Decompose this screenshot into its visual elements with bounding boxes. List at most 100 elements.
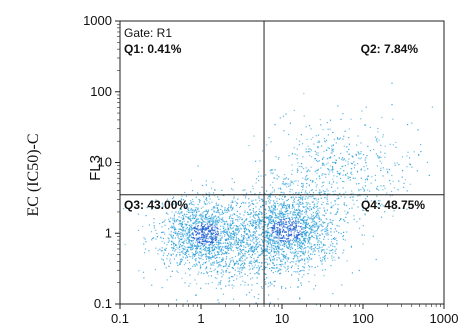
- scatter-point: [286, 268, 288, 270]
- scatter-point: [276, 237, 278, 239]
- scatter-point: [249, 220, 251, 222]
- scatter-point: [262, 229, 264, 231]
- scatter-point: [188, 240, 190, 242]
- scatter-point: [367, 179, 369, 181]
- scatter-point: [207, 209, 209, 211]
- scatter-point: [214, 254, 216, 256]
- scatter-point: [269, 236, 271, 238]
- scatter-point: [283, 235, 285, 238]
- scatter-point: [287, 228, 289, 230]
- scatter-point: [315, 234, 317, 236]
- scatter-point: [312, 224, 314, 227]
- scatter-point: [321, 174, 323, 176]
- scatter-point: [420, 151, 422, 153]
- scatter-point: [357, 135, 359, 137]
- scatter-point: [238, 229, 240, 231]
- scatter-point: [291, 218, 293, 220]
- scatter-point: [339, 220, 341, 222]
- scatter-point: [273, 251, 275, 253]
- scatter-point: [306, 211, 308, 213]
- scatter-point: [298, 191, 300, 194]
- scatter-point: [211, 240, 213, 242]
- scatter-point: [212, 217, 215, 220]
- scatter-point: [255, 230, 257, 233]
- scatter-point: [318, 246, 320, 248]
- scatter-point: [331, 148, 333, 150]
- scatter-point: [318, 192, 320, 194]
- scatter-point: [213, 221, 215, 223]
- scatter-point: [255, 260, 257, 262]
- scatter-point: [293, 214, 295, 216]
- scatter-point: [307, 226, 309, 229]
- scatter-point: [304, 227, 307, 230]
- scatter-point: [315, 186, 317, 188]
- scatter-point: [258, 234, 260, 236]
- scatter-point: [351, 163, 353, 165]
- scatter-point: [191, 203, 193, 205]
- scatter-point: [309, 206, 311, 208]
- scatter-point: [239, 253, 241, 255]
- scatter-point: [216, 223, 218, 225]
- scatter-point: [324, 252, 326, 254]
- scatter-point: [283, 256, 285, 258]
- scatter-point: [273, 280, 275, 283]
- scatter-point: [252, 231, 254, 233]
- scatter-point: [249, 231, 251, 233]
- scatter-point: [169, 200, 171, 203]
- scatter-point: [220, 261, 222, 263]
- scatter-point: [295, 237, 297, 239]
- scatter-point: [237, 229, 239, 231]
- scatter-point: [324, 255, 326, 257]
- scatter-point: [178, 245, 181, 247]
- scatter-point: [409, 183, 411, 185]
- scatter-point: [324, 251, 326, 253]
- scatter-point: [386, 168, 388, 170]
- scatter-point: [352, 192, 354, 194]
- scatter-point: [249, 250, 251, 252]
- scatter-point: [317, 226, 319, 228]
- scatter-point: [276, 200, 278, 202]
- scatter-point: [276, 208, 278, 210]
- scatter-point: [202, 223, 204, 225]
- scatter-point: [278, 222, 280, 224]
- scatter-point: [322, 256, 324, 258]
- scatter-point: [212, 181, 214, 183]
- scatter-point: [266, 217, 268, 219]
- scatter-point: [251, 265, 253, 267]
- scatter-point: [256, 261, 259, 263]
- scatter-point: [322, 225, 324, 228]
- scatter-point: [282, 225, 284, 227]
- scatter-point: [305, 224, 307, 226]
- scatter-point: [282, 254, 284, 256]
- scatter-point: [236, 247, 238, 249]
- scatter-point: [239, 271, 241, 273]
- scatter-point: [328, 181, 330, 183]
- scatter-point: [282, 216, 285, 219]
- scatter-point: [258, 197, 260, 199]
- scatter-point: [223, 232, 225, 234]
- scatter-point: [259, 192, 261, 194]
- scatter-point: [181, 251, 183, 253]
- scatter-point: [191, 248, 193, 250]
- scatter-point: [285, 231, 287, 233]
- scatter-point: [170, 231, 172, 233]
- scatter-point: [323, 207, 325, 209]
- scatter-point: [168, 220, 170, 222]
- scatter-point: [227, 208, 229, 210]
- x-tick-label: 100: [352, 311, 374, 326]
- scatter-point: [161, 202, 163, 204]
- scatter-point: [198, 271, 200, 273]
- scatter-point: [268, 239, 270, 241]
- scatter-point: [252, 188, 254, 190]
- scatter-point: [240, 256, 242, 258]
- scatter-point: [226, 239, 228, 241]
- scatter-point: [203, 273, 205, 275]
- scatter-point: [310, 166, 312, 168]
- scatter-point: [244, 284, 246, 286]
- scatter-point: [285, 221, 287, 224]
- scatter-point: [307, 241, 310, 243]
- scatter-point: [315, 222, 317, 224]
- scatter-point: [358, 190, 360, 192]
- scatter-point: [222, 271, 225, 273]
- scatter-point: [244, 273, 246, 275]
